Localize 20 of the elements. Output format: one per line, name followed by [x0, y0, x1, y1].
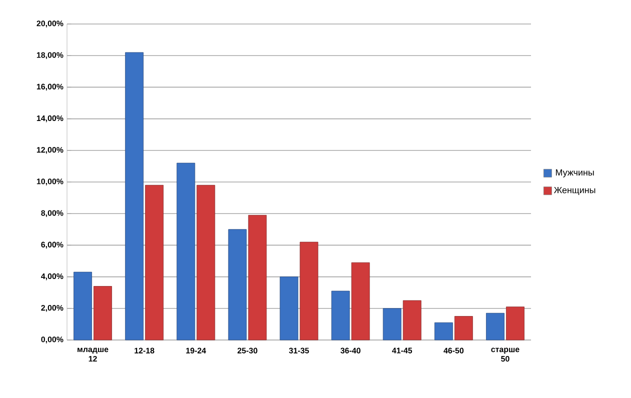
bar — [176, 162, 196, 340]
bar — [434, 322, 453, 340]
legend-label: Женщины — [554, 186, 596, 195]
bar — [506, 306, 524, 340]
bar — [382, 308, 402, 340]
bar — [74, 272, 92, 340]
bar — [94, 286, 112, 340]
bar — [486, 312, 504, 340]
bar — [125, 52, 144, 340]
bar — [280, 276, 298, 340]
bar — [300, 242, 318, 340]
legend-label: Мужчины — [556, 169, 594, 178]
bar — [331, 290, 350, 340]
bar — [228, 229, 247, 340]
bar — [248, 214, 267, 340]
bar — [454, 316, 473, 340]
bar — [402, 300, 422, 340]
bar — [351, 262, 370, 340]
bar — [196, 184, 216, 340]
bar — [145, 184, 164, 340]
